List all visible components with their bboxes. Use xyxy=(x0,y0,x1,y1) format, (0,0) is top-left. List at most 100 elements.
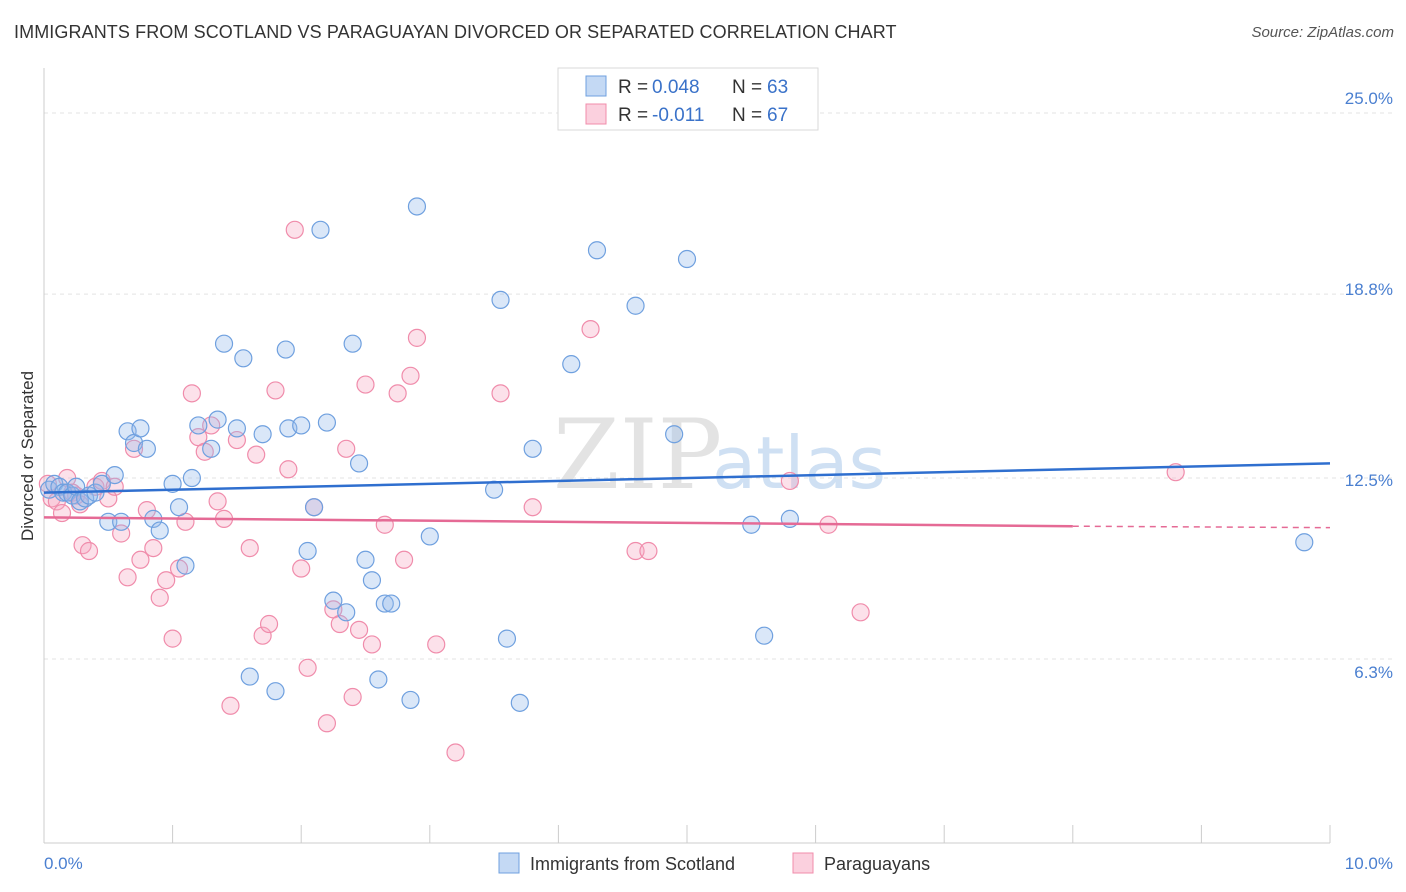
paraguayan-point-3 xyxy=(52,503,72,523)
legend-n-label-2: N = xyxy=(732,105,762,126)
scotland-point-23 xyxy=(176,556,195,575)
trend-line-scotland xyxy=(43,462,1331,494)
paraguayan-point-56 xyxy=(427,635,446,654)
scotland-point-51 xyxy=(407,197,427,216)
legend-r-value-1: 0.048 xyxy=(652,77,700,98)
paraguayan-point-40 xyxy=(292,559,311,578)
bottom-legend: Immigrants from Scotland Paraguayans xyxy=(498,852,930,874)
scotland-point-41 xyxy=(324,591,343,610)
scotland-point-21 xyxy=(163,474,182,493)
paraguayan-point-52 xyxy=(388,384,407,403)
scotland-point-52 xyxy=(420,527,439,546)
y-tick-label-18-8: 18.8% xyxy=(1345,280,1393,299)
scotland-point-17 xyxy=(131,419,150,438)
gridlines xyxy=(44,112,1392,660)
paraguayan-point-20 xyxy=(150,588,169,607)
trend-line-paraguayans xyxy=(43,516,1073,528)
scotland-point-46 xyxy=(362,571,382,590)
scotland-point-58 xyxy=(562,355,581,374)
trend-lines xyxy=(43,462,1331,529)
scotland-point-24 xyxy=(182,468,201,488)
paraguayan-point-61 xyxy=(626,541,645,561)
scotland-point-36 xyxy=(292,416,311,435)
paraguayan-point-25 xyxy=(182,384,201,403)
scotland-point-61 xyxy=(665,425,684,444)
legend-r-label-1: R = xyxy=(618,77,648,98)
watermark-atlas: atlas xyxy=(712,421,886,505)
paraguayan-point-62 xyxy=(639,541,658,561)
axes xyxy=(43,68,1331,844)
scotland-point-56 xyxy=(510,693,529,712)
scotland-point-29 xyxy=(227,419,246,438)
paraguayan-point-16 xyxy=(124,439,144,458)
paraguayan-point-57 xyxy=(446,743,465,762)
watermark-zip: ZIP xyxy=(553,399,722,511)
bottom-legend-swatch-scotland xyxy=(498,852,520,874)
paraguayan-point-29 xyxy=(208,492,227,511)
scotland-point-50 xyxy=(401,690,420,710)
bottom-legend-label-scotland: Immigrants from Scotland xyxy=(530,854,735,874)
scotland-point-47 xyxy=(369,670,388,689)
y-tick-label-25: 25.0% xyxy=(1345,89,1393,108)
paraguayan-point-50 xyxy=(362,635,382,654)
trend-line-paraguayans-extension xyxy=(1072,525,1331,529)
paraguayan-point-45 xyxy=(330,614,349,634)
chart-title: IMMIGRANTS FROM SCOTLAND VS PARAGUAYAN D… xyxy=(14,22,897,42)
scotland-point-59 xyxy=(587,241,607,260)
paraguayan-point-47 xyxy=(343,687,362,707)
scotland-point-27 xyxy=(208,410,227,429)
paraguayan-point-41 xyxy=(298,658,317,677)
scotland-point-31 xyxy=(240,667,259,686)
paraguayan-point-43 xyxy=(317,714,337,733)
legend-r-label-2: R = xyxy=(618,105,648,126)
paraguayan-point-34 xyxy=(247,445,266,464)
scotland-point-42 xyxy=(337,603,356,622)
scotland-point-64 xyxy=(755,626,774,645)
scotland-point-30 xyxy=(234,349,253,368)
paraguayan-point-55 xyxy=(407,328,427,347)
scotland-point-48 xyxy=(375,594,394,613)
legend-n-value-2: 67 xyxy=(767,105,788,126)
paraguayan-point-53 xyxy=(394,550,414,569)
legend-swatch-scotland xyxy=(585,75,607,97)
scotland-point-28 xyxy=(214,334,234,353)
scotland-point-66 xyxy=(1295,533,1314,552)
scotland-point-39 xyxy=(311,220,330,239)
paraguayan-point-36 xyxy=(259,614,279,634)
scotland-point-25 xyxy=(189,416,208,435)
paraguayan-point-49 xyxy=(356,375,375,394)
bottom-legend-swatch-paraguayans xyxy=(792,852,814,874)
paraguayan-point-46 xyxy=(337,439,356,458)
scotland-point-55 xyxy=(497,629,517,648)
scotland-point-32 xyxy=(253,425,272,444)
scotland-point-38 xyxy=(304,498,324,517)
scotland-point-40 xyxy=(317,413,337,432)
x-tick-label-0: 0.0% xyxy=(44,854,83,873)
paraguayan-point-19 xyxy=(144,538,163,558)
scotland-point-49 xyxy=(382,594,401,613)
paraguayan-point-21 xyxy=(157,571,176,590)
scotland-point-18 xyxy=(137,439,156,458)
scotland-point-43 xyxy=(343,334,362,353)
paraguayan-point-60 xyxy=(581,320,600,339)
scotland-point-57 xyxy=(523,439,542,458)
scotland-point-0 xyxy=(40,480,59,499)
top-legend: R = 0.048 N = 63 R = -0.011 N = 67 xyxy=(557,67,819,131)
paraguayan-point-17 xyxy=(131,550,150,569)
scotland-point-44 xyxy=(349,454,369,473)
source-label: Source: ZipAtlas.com xyxy=(1251,24,1394,41)
scotland-point-26 xyxy=(202,439,221,458)
paraguayan-point-58 xyxy=(491,384,510,403)
y-axis-label: Divorced or Separated xyxy=(18,371,37,541)
scotland-point-20 xyxy=(150,521,169,540)
x-tick-label-10: 10.0% xyxy=(1345,854,1393,873)
y-tick-label-6-3: 6.3% xyxy=(1354,663,1393,682)
bottom-legend-label-paraguayans: Paraguayans xyxy=(824,854,930,874)
scotland-point-62 xyxy=(677,249,697,269)
scotland-point-54 xyxy=(491,290,510,310)
paraguayan-point-33 xyxy=(240,538,259,558)
paraguayan-point-54 xyxy=(401,366,420,385)
scotland-point-13 xyxy=(105,465,124,485)
paraguayan-point-15 xyxy=(118,568,137,587)
